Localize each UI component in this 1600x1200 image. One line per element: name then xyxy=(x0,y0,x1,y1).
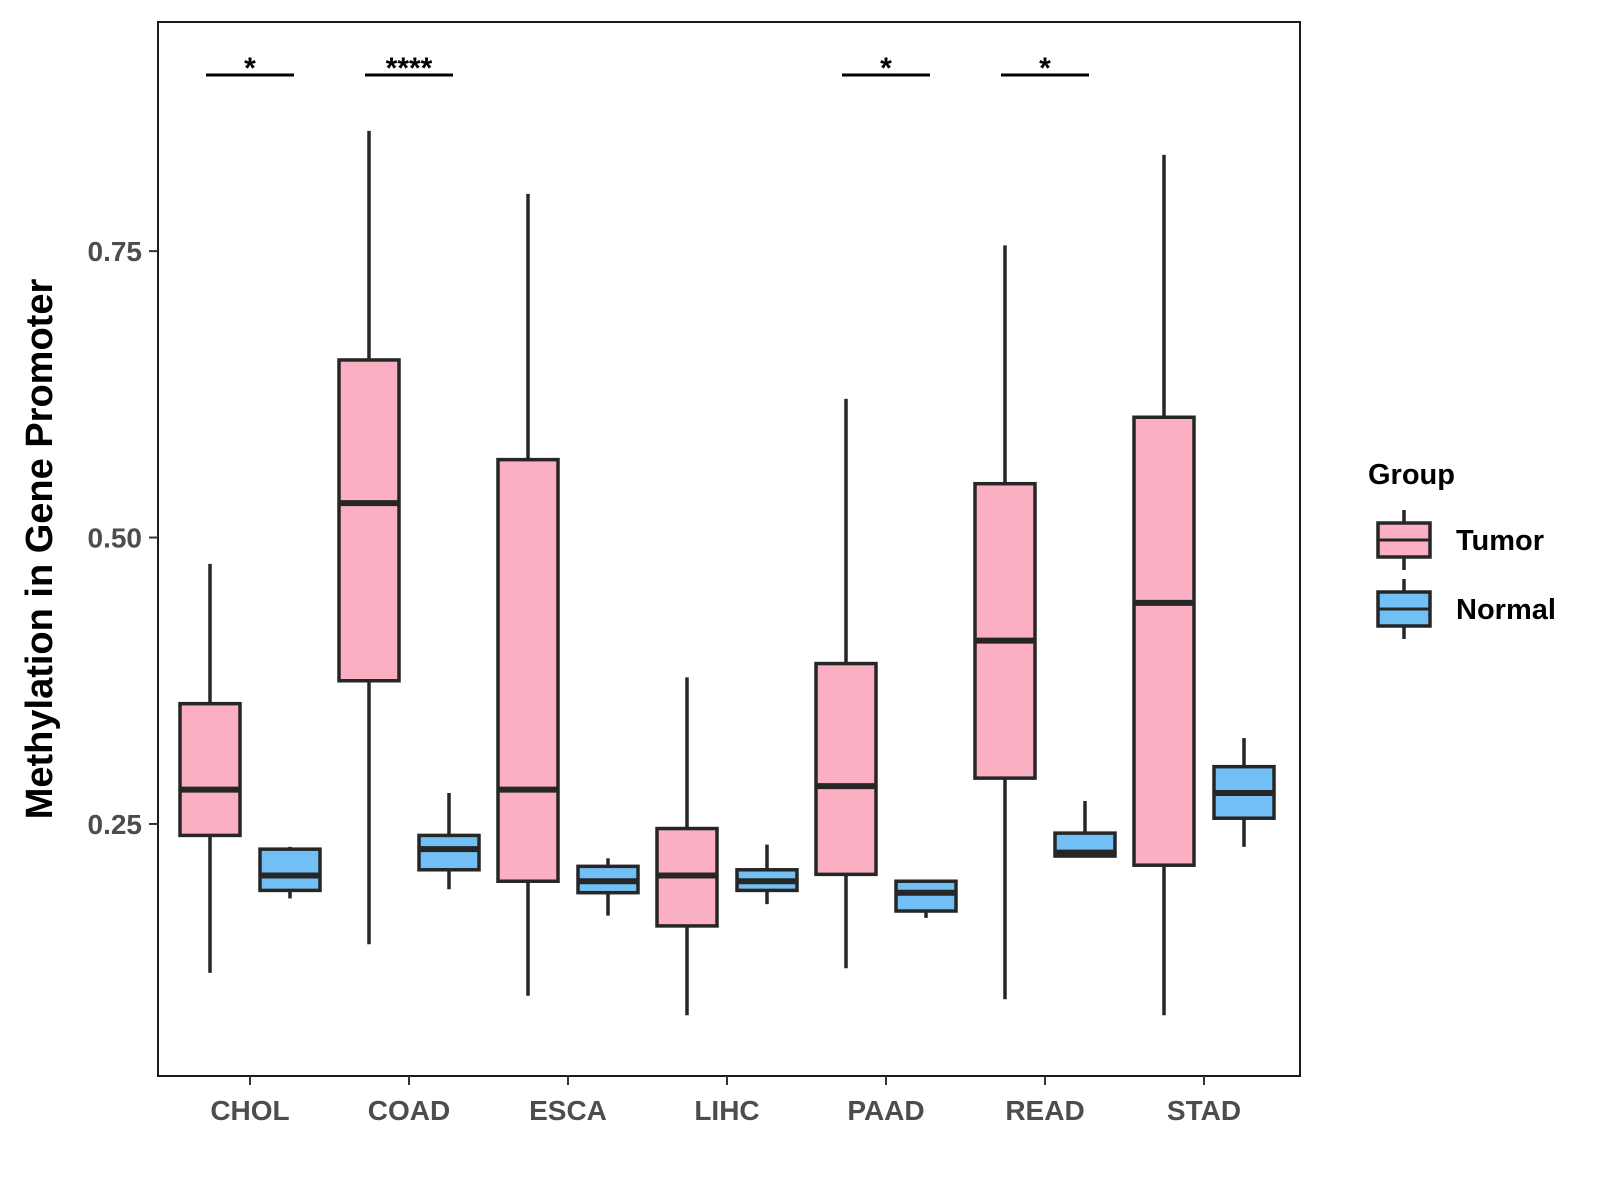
legend-label: Normal xyxy=(1456,594,1556,626)
x-tick-label-paad: PAAD xyxy=(847,1095,924,1126)
y-tick-label: 0.50 xyxy=(88,523,143,554)
significance-paad: * xyxy=(842,52,930,85)
iqr-box xyxy=(496,457,560,883)
iqr-box xyxy=(894,879,958,913)
box-paad-normal xyxy=(894,879,958,918)
y-tick-label: 0.75 xyxy=(88,236,143,267)
box-read-tumor xyxy=(973,245,1037,1000)
iqr-box xyxy=(417,833,481,872)
x-tick-label-lihc: LIHC xyxy=(694,1095,759,1126)
x-tick-label-chol: CHOL xyxy=(210,1095,289,1126)
iqr-box xyxy=(258,847,322,893)
box-stad-tumor xyxy=(1132,154,1196,1016)
y-tick-label: 0.25 xyxy=(88,809,143,840)
x-tick-label-stad: STAD xyxy=(1167,1095,1241,1126)
box-paad-tumor xyxy=(814,398,878,969)
box-esca-normal xyxy=(576,858,640,916)
box-chol-normal xyxy=(258,846,322,899)
box-coad-tumor xyxy=(337,130,401,945)
legend: Group Tumor Normal xyxy=(1368,459,1556,639)
box-coad-normal xyxy=(417,793,481,890)
significance-label: * xyxy=(880,52,892,85)
iqr-box xyxy=(337,358,401,683)
x-tick-label-read: READ xyxy=(1005,1095,1084,1126)
x-tick-label-coad: COAD xyxy=(368,1095,450,1126)
x-tick-label-esca: ESCA xyxy=(529,1095,607,1126)
legend-title: Group xyxy=(1368,459,1455,491)
y-axis: 0.25 0.50 0.75 xyxy=(88,236,158,840)
box-esca-tumor xyxy=(496,193,560,996)
iqr-box xyxy=(1132,415,1196,867)
x-axis: CHOL COAD ESCA LIHC PAAD READ STAD xyxy=(210,1076,1241,1126)
legend-entry-normal: Normal xyxy=(1376,579,1556,639)
box-lihc-normal xyxy=(735,844,799,905)
legend-entry-tumor: Tumor xyxy=(1376,510,1544,570)
significance-coad: **** xyxy=(365,52,453,85)
boxes-layer xyxy=(178,130,1276,1016)
significance-label: * xyxy=(1039,52,1051,85)
iqr-box xyxy=(178,701,242,838)
box-read-normal xyxy=(1053,801,1117,858)
box-stad-normal xyxy=(1212,738,1276,847)
significance-chol: * xyxy=(206,52,294,85)
significance-label: **** xyxy=(386,52,433,85)
significance-label: * xyxy=(244,52,256,85)
iqr-box xyxy=(973,481,1037,780)
iqr-box xyxy=(814,661,878,877)
significance-annotations: * **** * * xyxy=(206,52,1089,85)
box-lihc-tumor xyxy=(655,677,719,1016)
plot-panel-border xyxy=(157,21,1301,1077)
box-chol-tumor xyxy=(178,563,242,973)
significance-read: * xyxy=(1001,52,1089,85)
y-axis-title: Methylation in Gene Promoter xyxy=(19,279,61,820)
legend-label: Tumor xyxy=(1456,525,1544,557)
